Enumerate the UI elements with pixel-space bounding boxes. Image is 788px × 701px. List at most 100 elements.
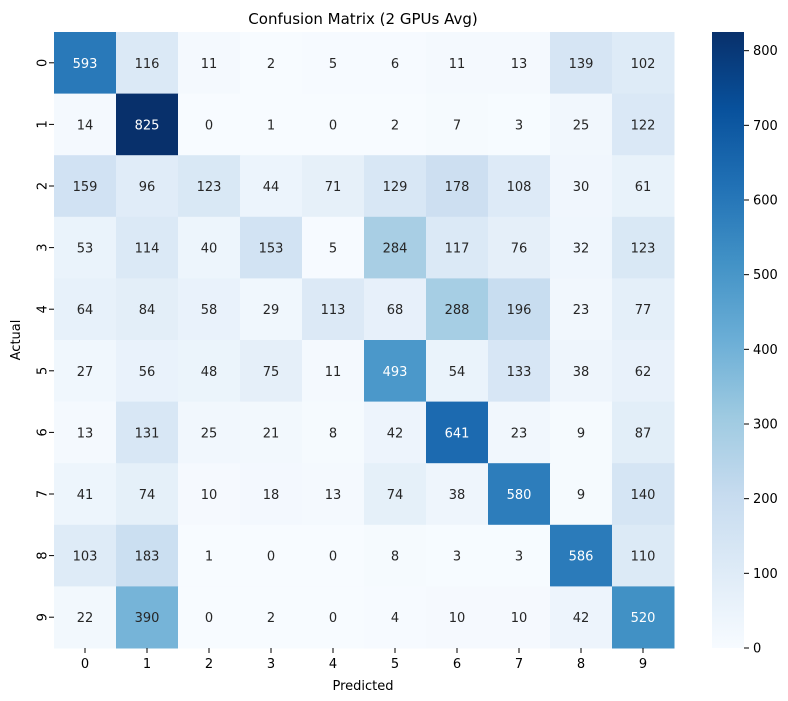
heatmap-cell — [54, 32, 117, 95]
heatmap-cell — [302, 401, 365, 464]
heatmap-cell — [54, 155, 117, 218]
cell-value-label: 114 — [135, 242, 160, 257]
heatmap-cell — [54, 463, 117, 526]
heatmap-cell — [302, 155, 365, 218]
cell-value-label: 42 — [387, 426, 404, 441]
x-axis: 0 1 2 3 4 5 6 7 8 9 — [81, 648, 647, 672]
heatmap-cell — [426, 463, 489, 526]
cell-value-label: 41 — [77, 488, 94, 503]
cell-value-label: 42 — [573, 611, 590, 626]
heatmap-cell — [364, 463, 427, 526]
cell-value-label: 10 — [201, 488, 218, 503]
cell-value-label: 74 — [387, 488, 404, 503]
heatmap-cell — [240, 216, 303, 279]
cell-value-label: 0 — [329, 118, 337, 133]
cell-value-label: 131 — [135, 426, 160, 441]
heatmap-cell — [488, 463, 551, 526]
cell-value-label: 38 — [449, 488, 466, 503]
heatmap-cell — [302, 586, 365, 649]
heatmap-cell — [364, 278, 427, 341]
x-tick-label: 1 — [143, 657, 151, 672]
cell-value-label: 580 — [507, 488, 532, 503]
heatmap-cell — [550, 340, 613, 403]
heatmap-cell — [488, 586, 551, 649]
heatmap-cell — [364, 155, 427, 218]
heatmap-cell — [116, 155, 179, 218]
colorbar-tick-label: 100 — [753, 567, 778, 582]
heatmap-cell — [178, 32, 241, 95]
heatmap-cell — [302, 32, 365, 95]
heatmap-cell — [178, 155, 241, 218]
cell-value-label: 18 — [263, 488, 280, 503]
cell-value-label: 23 — [511, 426, 528, 441]
heatmap-cell — [54, 586, 117, 649]
y-tick-label: 8 — [36, 551, 51, 559]
y-tick-label: 4 — [36, 305, 51, 313]
cell-value-label: 116 — [135, 57, 160, 72]
heatmap-cell — [178, 586, 241, 649]
cell-value-label: 10 — [511, 611, 528, 626]
cell-value-label: 825 — [135, 118, 160, 133]
heatmap-cell — [364, 524, 427, 587]
cell-value-label: 25 — [573, 118, 590, 133]
cell-value-label: 7 — [453, 118, 461, 133]
cell-value-label: 3 — [515, 118, 523, 133]
colorbar-tick-label: 200 — [753, 492, 778, 507]
y-tick-label: 9 — [36, 613, 51, 621]
heatmap-cell — [240, 586, 303, 649]
heatmap-cell — [612, 401, 675, 464]
cell-value-label: 586 — [569, 550, 594, 565]
heatmap-cell — [116, 586, 179, 649]
heatmap-cell — [178, 524, 241, 587]
cell-value-label: 593 — [73, 57, 98, 72]
y-tick-label: 2 — [36, 182, 51, 190]
heatmap-cell — [116, 340, 179, 403]
cell-value-label: 493 — [383, 365, 408, 380]
cell-value-label: 76 — [511, 242, 528, 257]
cell-value-label: 2 — [391, 118, 399, 133]
colorbar-tick-label: 800 — [753, 44, 778, 59]
cell-value-label: 1 — [205, 550, 213, 565]
cell-value-label: 27 — [77, 365, 94, 380]
y-tick-label: 3 — [36, 243, 51, 251]
heatmap-cell — [54, 401, 117, 464]
cell-value-label: 11 — [201, 57, 218, 72]
cell-value-label: 183 — [135, 550, 160, 565]
cell-value-label: 133 — [507, 365, 532, 380]
cell-value-label: 44 — [263, 180, 280, 195]
y-tick-label: 5 — [36, 367, 51, 375]
cell-value-label: 139 — [569, 57, 594, 72]
cell-value-label: 0 — [267, 550, 275, 565]
cell-value-label: 96 — [139, 180, 156, 195]
colorbar-tick-label: 700 — [753, 119, 778, 134]
heatmap-cell — [612, 278, 675, 341]
heatmap-cell — [54, 524, 117, 587]
cell-value-label: 8 — [391, 550, 399, 565]
cell-value-label: 0 — [205, 611, 213, 626]
x-tick-label: 6 — [453, 657, 461, 672]
heatmap-cell — [116, 401, 179, 464]
cell-value-label: 5 — [329, 57, 337, 72]
heatmap-cell — [612, 216, 675, 279]
heatmap-cell — [178, 463, 241, 526]
cell-value-label: 32 — [573, 242, 590, 257]
cell-value-label: 13 — [77, 426, 94, 441]
heatmap-cell — [612, 463, 675, 526]
heatmap-cell — [488, 340, 551, 403]
heatmap-cell — [426, 401, 489, 464]
heatmap-cell — [364, 32, 427, 95]
colorbar-tick-label: 400 — [753, 343, 778, 358]
chart-title: Confusion Matrix (2 GPUs Avg) — [248, 10, 477, 28]
heatmap-cell — [426, 278, 489, 341]
cell-value-label: 3 — [515, 550, 523, 565]
heatmap-cell — [550, 155, 613, 218]
cell-value-label: 129 — [383, 180, 408, 195]
cell-value-label: 123 — [631, 242, 656, 257]
heatmap-cell — [488, 216, 551, 279]
cell-value-label: 29 — [263, 303, 280, 318]
heatmap-cell — [612, 340, 675, 403]
cell-value-label: 71 — [325, 180, 342, 195]
cell-value-label: 390 — [135, 611, 160, 626]
heatmap-cell — [612, 93, 675, 156]
